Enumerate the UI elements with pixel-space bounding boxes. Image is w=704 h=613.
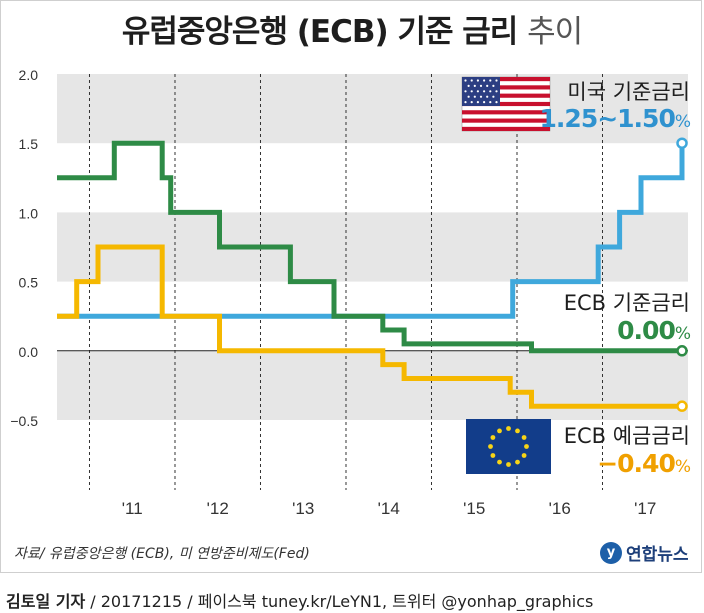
us-flag-star bbox=[486, 84, 489, 87]
us-flag-stripe bbox=[462, 101, 550, 107]
x-tick-label: '16 bbox=[549, 499, 571, 518]
eu-flag-star bbox=[497, 459, 502, 465]
x-tick-label: '14 bbox=[378, 499, 400, 518]
ecb-rate-value-block: 0.00% bbox=[617, 316, 691, 345]
us-flag-star bbox=[489, 101, 492, 104]
us-flag-star bbox=[470, 90, 473, 93]
y-tick-label: 0.5 bbox=[19, 275, 39, 291]
eu-flag-star bbox=[490, 435, 496, 440]
grid-band bbox=[57, 350, 688, 420]
us-flag-star bbox=[467, 95, 470, 98]
yonhap-logo-text: 연합뉴스 bbox=[626, 545, 689, 565]
us-rate-unit: % bbox=[674, 112, 691, 132]
ecb-rate-name: ECB 기준금리 bbox=[563, 291, 690, 315]
series-line-us bbox=[57, 143, 685, 319]
y-tick-label: 1.0 bbox=[19, 205, 39, 221]
us-flag-star bbox=[495, 90, 498, 93]
y-tick-label: −0.5 bbox=[10, 413, 38, 429]
us-flag-star bbox=[492, 95, 495, 98]
series-endpoint-deposit bbox=[676, 400, 688, 412]
us-flag-star bbox=[486, 95, 489, 98]
x-tick-label: '13 bbox=[292, 499, 314, 518]
grid-band bbox=[57, 74, 688, 144]
us-rate-label: 미국 기준금리 bbox=[567, 76, 690, 106]
series-endpoint-us bbox=[676, 137, 688, 149]
ecb-deposit-value: −0.40 bbox=[597, 449, 676, 478]
us-flag-star bbox=[489, 90, 492, 93]
us-flag-stripe bbox=[462, 118, 550, 123]
credit-line: 김토일 기자 / 20171215 / 페이스북 tuney.kr/LeYN1,… bbox=[6, 588, 593, 612]
us-flag-star bbox=[476, 101, 479, 104]
us-flag-stripe bbox=[462, 93, 550, 98]
us-flag-star bbox=[476, 90, 479, 93]
us-flag-star bbox=[479, 84, 483, 87]
eu-flag-star bbox=[488, 444, 493, 449]
eu-flag-star bbox=[506, 426, 511, 431]
us-flag-star bbox=[492, 84, 495, 87]
us-flag-star bbox=[470, 101, 473, 104]
x-tick-label: '11 bbox=[122, 499, 143, 518]
title-main: 유럽중앙은행 (ECB) 기준 금리 bbox=[121, 14, 518, 50]
us-flag-star bbox=[483, 101, 486, 104]
us-flag-stripe bbox=[462, 77, 550, 82]
ecb-deposit-name: ECB 예금금리 bbox=[563, 424, 690, 448]
eu-flag-star bbox=[521, 453, 527, 458]
eu-flag-star bbox=[490, 453, 496, 458]
us-flag-star bbox=[464, 101, 467, 104]
us-flag-star bbox=[495, 79, 498, 82]
us-flag-stripe bbox=[462, 126, 550, 131]
us-flag-star bbox=[470, 79, 473, 82]
series-line-ecb bbox=[57, 140, 682, 354]
us-flag-star bbox=[489, 79, 492, 82]
us-flag-star bbox=[473, 84, 476, 87]
ecb-rate-label: ECB 기준금리 bbox=[564, 287, 690, 317]
title-sub: 추이 bbox=[527, 14, 583, 50]
eu-flag-star bbox=[515, 459, 520, 465]
credit-rest: / 20171215 / 페이스북 tuney.kr/LeYN1, 트위터 @y… bbox=[85, 592, 594, 611]
us-flag-star bbox=[473, 95, 476, 98]
y-tick-label: 1.5 bbox=[19, 136, 39, 152]
us-flag-stripe bbox=[462, 85, 550, 90]
us-flag-star bbox=[464, 90, 467, 93]
ecb-rate-value: 0.00 bbox=[617, 316, 676, 345]
us-rate-name: 미국 기준금리 bbox=[567, 80, 690, 104]
yonhap-logo-icon: y bbox=[600, 541, 622, 564]
series-line-deposit bbox=[57, 244, 682, 409]
credit-author: 김토일 기자 bbox=[6, 592, 86, 611]
eu-flag-star bbox=[515, 428, 520, 434]
us-rate-value: 1.25~1.50 bbox=[539, 104, 676, 133]
us-rate-value-block: 1.25~1.50% bbox=[539, 104, 691, 133]
series-endpoint-ecb bbox=[676, 345, 688, 357]
us-flag-star bbox=[467, 84, 470, 87]
ecb-deposit-value-block: −0.40% bbox=[597, 449, 691, 478]
us-flag-star bbox=[495, 101, 498, 104]
ecb-rate-unit: % bbox=[674, 324, 691, 344]
ecb-deposit-label: ECB 예금금리 bbox=[564, 420, 690, 450]
eu-flag-icon bbox=[466, 419, 551, 474]
us-flag-star bbox=[483, 90, 486, 93]
x-tick-label: '17 bbox=[634, 499, 656, 518]
source-note: 자료/ 유럽중앙은행 (ECB), 미 연방준비제도(Fed) bbox=[14, 546, 310, 562]
eu-flag-star bbox=[521, 435, 527, 440]
x-tick-label: '12 bbox=[207, 499, 229, 518]
ecb-deposit-unit: % bbox=[674, 457, 691, 477]
eu-flag-star bbox=[506, 462, 511, 467]
us-flag-star bbox=[476, 79, 479, 82]
us-flag-star bbox=[464, 79, 467, 82]
eu-flag-star bbox=[497, 428, 502, 434]
y-tick-label: 2.0 bbox=[19, 67, 39, 83]
chart-title: 유럽중앙은행 (ECB) 기준 금리 추이 bbox=[0, 6, 704, 51]
us-flag-icon bbox=[461, 76, 551, 132]
us-flag-star bbox=[483, 79, 486, 82]
eu-flag-star bbox=[524, 444, 529, 449]
us-flag-star bbox=[479, 95, 483, 98]
x-tick-label: '15 bbox=[463, 499, 485, 518]
yonhap-logo: y 연합뉴스 bbox=[600, 540, 689, 565]
us-flag-stripe bbox=[462, 110, 550, 115]
y-tick-label: 0.0 bbox=[19, 344, 39, 360]
